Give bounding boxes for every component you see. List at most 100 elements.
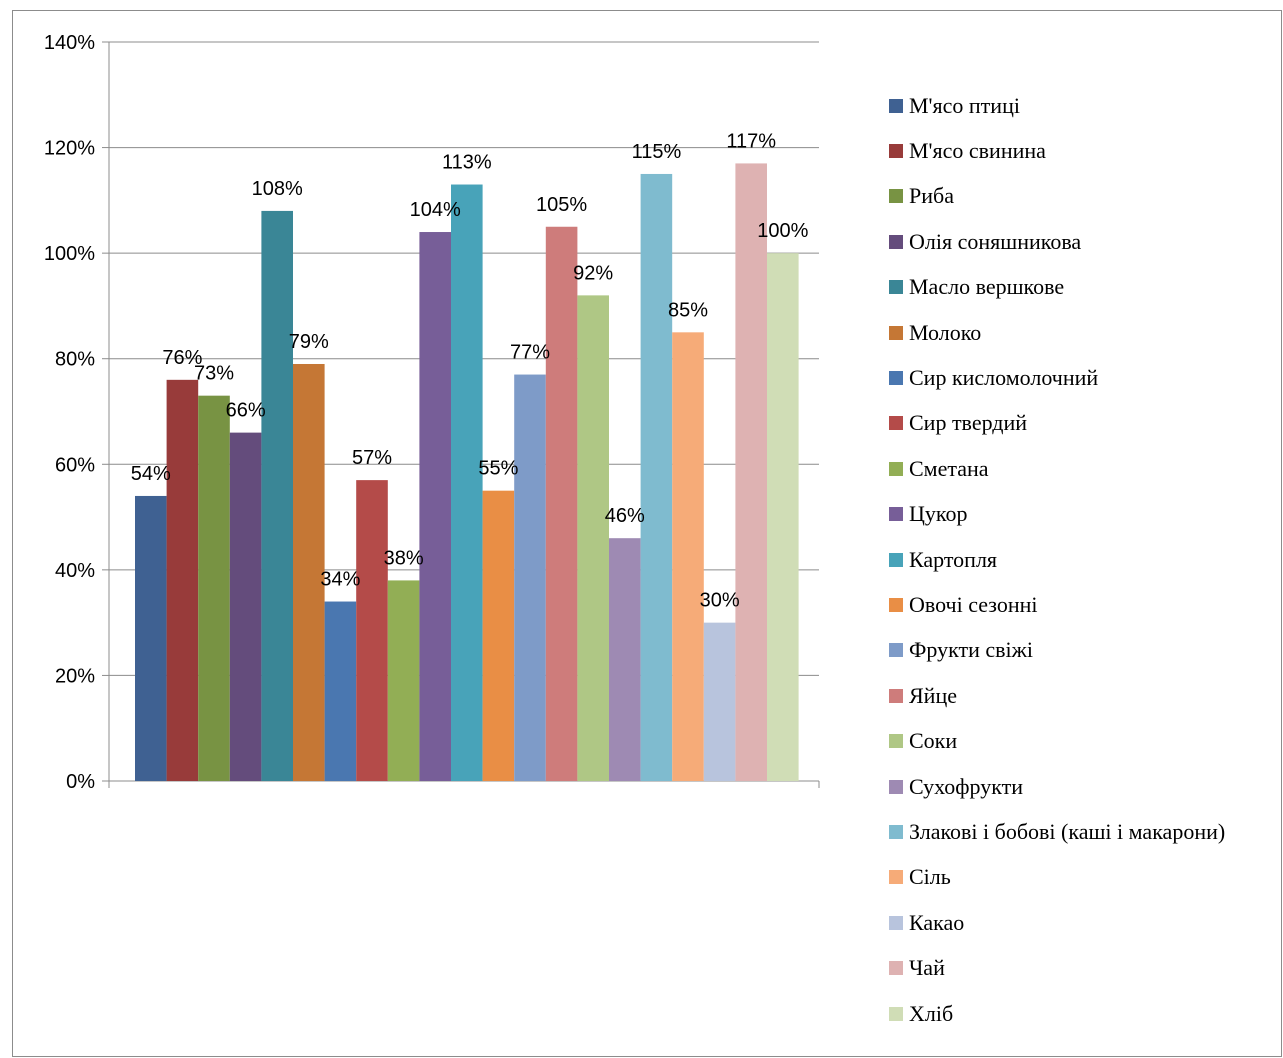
bar	[482, 490, 515, 781]
data-label: 57%	[352, 447, 392, 469]
bar	[767, 253, 799, 782]
legend-item: Риба	[889, 174, 1225, 219]
bar	[672, 332, 704, 781]
bar	[387, 580, 420, 781]
y-tick-label: 80%	[55, 349, 95, 371]
legend-label: Фрукти свіжі	[909, 637, 1033, 663]
legend-swatch	[889, 234, 903, 249]
legend-swatch	[889, 325, 903, 340]
legend-item: Злакові і бобові (каші і макарони)	[889, 809, 1225, 854]
legend-label: Олія соняшникова	[909, 228, 1082, 254]
legend-swatch	[889, 643, 903, 658]
data-label: 55%	[478, 458, 518, 480]
bar	[356, 480, 388, 781]
legend-label: Хліб	[909, 1000, 954, 1026]
data-labels: 54% 76%73% 66% 108% 79% 34% 57% 38% 104% 113% 55% 7…	[131, 130, 809, 611]
legend-swatch	[889, 688, 903, 703]
legend-label: Масло вершкове	[909, 274, 1065, 300]
legend-label: Злакові і бобові (каші і макарони)	[909, 818, 1226, 844]
bar	[703, 622, 736, 781]
legend-swatch	[889, 915, 903, 930]
legend-swatch	[889, 961, 903, 976]
y-tick-label: 140%	[44, 32, 95, 54]
legend-item: Фрукти свіжі	[889, 628, 1225, 673]
legend-swatch	[889, 461, 903, 476]
bar	[229, 432, 262, 781]
data-label: 38%	[384, 547, 424, 569]
legend-item: Сир кисломолочний	[889, 355, 1225, 400]
data-label: 100%	[757, 220, 808, 242]
legend-item: Масло вершкове	[889, 265, 1225, 310]
bar	[545, 226, 578, 781]
data-label: 54%	[131, 463, 171, 485]
legend-label: Картопля	[909, 546, 998, 572]
bars	[135, 163, 799, 782]
legend-label: Сир твердий	[909, 410, 1028, 436]
y-tick-label: 120%	[44, 138, 95, 160]
bar	[135, 495, 167, 781]
legend-item: М'ясо свинина	[889, 128, 1225, 173]
bar	[609, 538, 641, 781]
legend-label: М'ясо птиці	[909, 92, 1020, 118]
legend-swatch	[889, 824, 903, 839]
legend-item: М'ясо птиці	[889, 83, 1225, 128]
legend-label: Сухофрукти	[909, 773, 1024, 799]
legend-swatch	[889, 98, 903, 113]
legend-label: Овочі сезонні	[909, 591, 1038, 617]
legend: М'ясо птиці М'ясо свинина Риба Олія соняшни…	[889, 83, 1225, 1036]
data-label: 34%	[320, 569, 360, 591]
data-label: 66%	[226, 400, 266, 422]
bar	[166, 379, 199, 781]
legend-label: Цукор	[909, 501, 968, 527]
legend-swatch	[889, 870, 903, 885]
legend-label: Чай	[909, 955, 945, 981]
data-label: 79%	[289, 331, 329, 353]
data-label: 108%	[252, 178, 303, 200]
legend-item: Картопля	[889, 537, 1225, 582]
legend-item: Сіль	[889, 855, 1225, 900]
legend-label: Сир кисломолочний	[909, 365, 1099, 391]
bar	[198, 395, 230, 781]
legend-swatch	[889, 371, 903, 386]
data-label: 115%	[632, 141, 682, 163]
y-tick-label: 100%	[44, 243, 95, 265]
legend-item: Сухофрукти	[889, 764, 1225, 809]
bar	[640, 173, 673, 781]
legend-label: Риба	[909, 183, 954, 209]
data-label: 113%	[442, 152, 492, 174]
legend-item: Сметана	[889, 446, 1225, 491]
legend-item: Цукор	[889, 492, 1225, 537]
bar	[293, 363, 325, 781]
legend-label: М'ясо свинина	[909, 138, 1046, 164]
bar	[419, 232, 451, 781]
legend-item: Сир твердий	[889, 401, 1225, 446]
legend-label: Яйце	[909, 682, 957, 708]
chart-frame: 0% 20% 40% 60% 80% 100% 120% 140% 54% 76% 73% 66% 1…	[12, 10, 1282, 1057]
legend-item: Овочі сезонні	[889, 582, 1225, 627]
legend-swatch	[889, 779, 903, 794]
legend-swatch	[889, 144, 903, 159]
legend-swatch	[889, 189, 903, 204]
legend-label: Сметана	[909, 455, 989, 481]
bar	[324, 601, 357, 781]
bar	[514, 374, 546, 781]
legend-item: Хліб	[889, 991, 1225, 1036]
data-label: 104%	[410, 199, 461, 221]
legend-item: Яйце	[889, 673, 1225, 718]
data-label: 92%	[573, 262, 613, 284]
bar	[735, 163, 767, 781]
bar-chart: 0% 20% 40% 60% 80% 100% 120% 140% 54% 76%73% 66% 1…	[44, 32, 820, 793]
legend-item: Олія соняшникова	[889, 219, 1225, 264]
legend-swatch	[889, 416, 903, 431]
data-label: 105%	[536, 194, 587, 216]
legend-swatch	[889, 1006, 903, 1021]
legend-item: Чай	[889, 945, 1225, 990]
bar	[451, 184, 483, 781]
y-tick-label: 0%	[66, 771, 95, 793]
y-tick-label: 40%	[55, 560, 95, 582]
data-label: 30%	[700, 590, 740, 612]
data-label: 117%	[726, 130, 776, 152]
y-tick-label: 20%	[55, 665, 95, 687]
legend-label: Соки	[909, 728, 958, 754]
y-tick-label: 60%	[55, 454, 95, 476]
